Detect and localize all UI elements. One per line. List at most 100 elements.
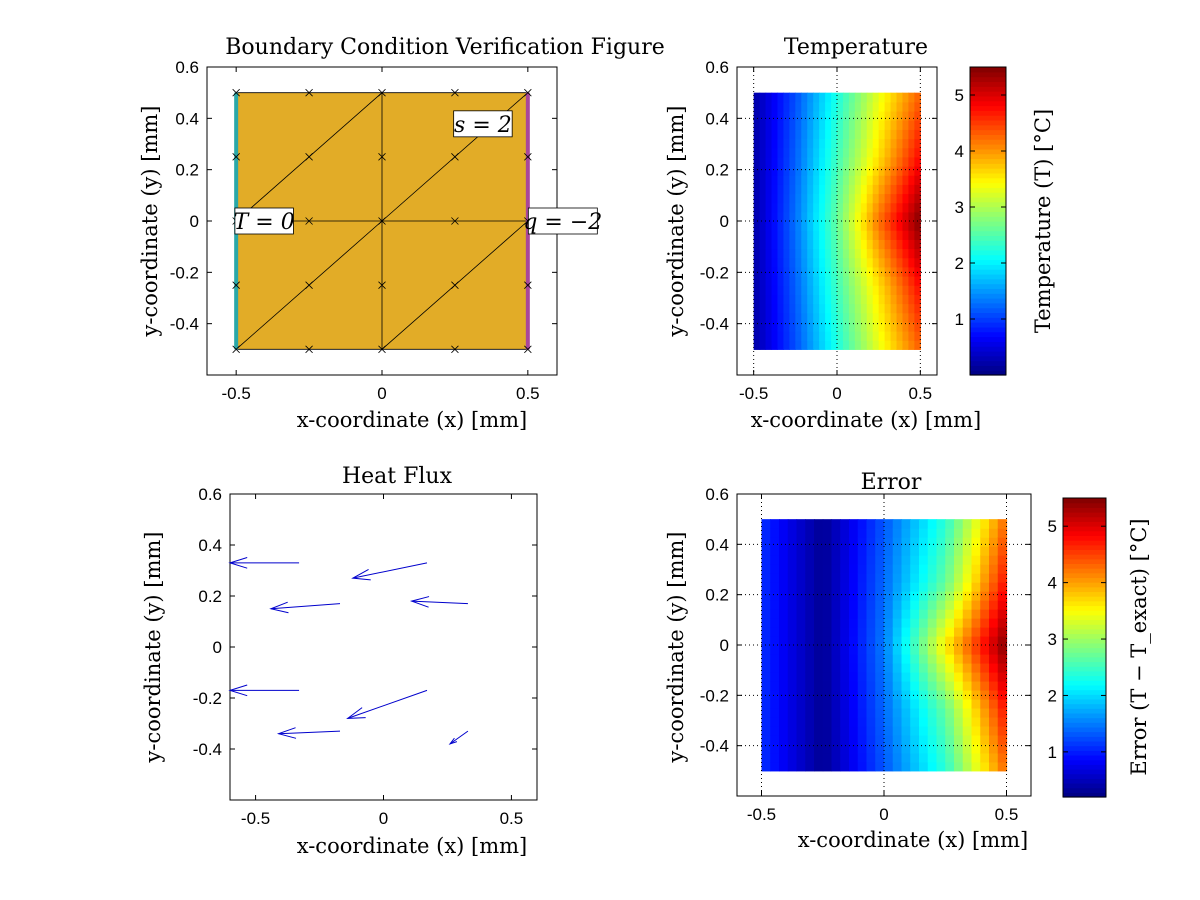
temp-heat-cell: [771, 276, 779, 286]
err-heat-cell: [954, 725, 964, 736]
temp-heat-cell: [795, 294, 802, 305]
temp-heat-cell: [795, 230, 802, 240]
err-heat-cell: [866, 627, 876, 637]
err-heat-cell: [936, 528, 946, 538]
err-heat-cell: [866, 636, 876, 646]
err-heat-cell: [962, 653, 973, 664]
err-heat-cell: [814, 582, 824, 592]
bc-boundary-label: T = 0: [234, 210, 295, 235]
temp-heat-cell: [896, 303, 904, 314]
err-heat-cell: [779, 591, 789, 601]
temp-heat-cell: [759, 202, 767, 213]
err-heat-cell: [936, 591, 946, 601]
temp-heat-cell: [848, 193, 856, 204]
temp-heat-cell: [831, 175, 838, 185]
temp-heat-cell: [872, 166, 880, 176]
err-heat-cell: [805, 653, 815, 664]
err-heat-cell: [875, 707, 885, 718]
err-heat-cell: [805, 555, 815, 565]
bc-node-marker: [232, 345, 240, 354]
temp-heat-cell: [854, 331, 862, 341]
err-heat-cell: [796, 600, 806, 610]
temp-heat-cell: [825, 294, 832, 305]
temp-heat-cell: [801, 248, 808, 259]
err-heat-cell: [954, 636, 964, 646]
err-heat-cell: [814, 537, 824, 547]
temp-heat-cell: [753, 147, 761, 158]
err-heat-cell: [849, 627, 859, 637]
err-heat-cell: [779, 698, 789, 709]
temp-heat-cell: [783, 294, 790, 305]
temp-heat-cell: [890, 175, 898, 185]
temp-heat-cell: [890, 340, 898, 350]
temp-heat-cell: [866, 312, 874, 323]
err-heat-cell: [875, 636, 885, 646]
temp-ytick-label: 0.4: [705, 109, 729, 128]
err-heat-cell: [936, 582, 946, 592]
temp-heat-cell: [914, 147, 921, 158]
temp-heat-cell: [831, 211, 838, 222]
err-heat-cell: [849, 743, 859, 754]
err-heat-cell: [954, 734, 964, 745]
err-heat-cell: [866, 734, 876, 745]
err-heat-cell: [971, 689, 981, 700]
err-heat-cell: [927, 698, 938, 709]
err-heat-cell: [822, 519, 833, 529]
temp-heat-cell: [825, 321, 832, 332]
temp-heat-cell: [914, 92, 921, 103]
temp-heat-cell: [771, 111, 779, 121]
temp-heat-cell: [795, 340, 802, 350]
temp-heat-cell: [813, 340, 820, 350]
temp-colorbar-segment: [970, 134, 1006, 140]
temp-heat-cell: [831, 340, 838, 350]
temp-heat-cell: [819, 129, 826, 140]
temp-heat-cell: [795, 221, 802, 231]
err-heat-cell: [892, 528, 903, 538]
temp-heat-cell: [831, 166, 838, 176]
temp-heat-cell: [759, 266, 767, 277]
err-heat-cell: [840, 591, 850, 601]
temp-heat-cell: [801, 312, 808, 323]
err-heat-cell: [796, 752, 806, 763]
err-heat-cell: [831, 698, 841, 709]
temp-colorbar-segment: [970, 86, 1006, 92]
temp-heat-cell: [914, 156, 921, 167]
err-heat-cell: [910, 636, 920, 646]
err-heat-cell: [892, 582, 903, 592]
err-colorbar-segment: [1063, 778, 1106, 784]
err-heat-cell: [962, 734, 973, 745]
temp-heat-cell: [753, 340, 761, 350]
temp-heat-cell: [854, 92, 862, 103]
temp-colorbar-segment: [970, 225, 1006, 232]
temp-heat-cell: [801, 340, 808, 350]
err-heat-cell: [919, 591, 929, 601]
err-heat-cell: [884, 761, 894, 772]
temp-heat-cell: [872, 147, 880, 158]
temp-heat-cell: [908, 101, 915, 112]
temp-heat-cell: [819, 166, 826, 176]
err-heat-cell: [779, 600, 789, 610]
err-colorbar-segment: [1063, 502, 1106, 508]
err-heat-cell: [919, 662, 929, 673]
temp-heat-cell: [842, 285, 850, 295]
temp-heat-cell: [884, 239, 892, 250]
temp-heat-cell: [777, 175, 785, 185]
temp-colorbar-segment: [970, 278, 1006, 285]
temp-heat-cell: [777, 92, 785, 103]
temp-heat-cell: [837, 266, 844, 277]
err-heat-cell: [805, 627, 815, 637]
err-heat-cell: [997, 689, 1008, 700]
temp-heat-cell: [831, 312, 838, 323]
err-heat-cell: [875, 662, 885, 673]
err-colorbar-segment: [1063, 745, 1106, 751]
temp-title: Temperature: [784, 35, 928, 60]
err-heat-cell: [814, 528, 824, 538]
temp-heat-cell: [866, 156, 874, 167]
temp-ytick-label: 0.6: [705, 58, 729, 77]
err-heat-cell: [884, 618, 894, 628]
err-heat-cell: [770, 573, 780, 583]
temp-heat-cell: [890, 312, 898, 323]
temp-heat-cell: [765, 248, 773, 259]
temp-heat-cell: [842, 221, 850, 231]
temp-heat-cell: [783, 92, 790, 103]
